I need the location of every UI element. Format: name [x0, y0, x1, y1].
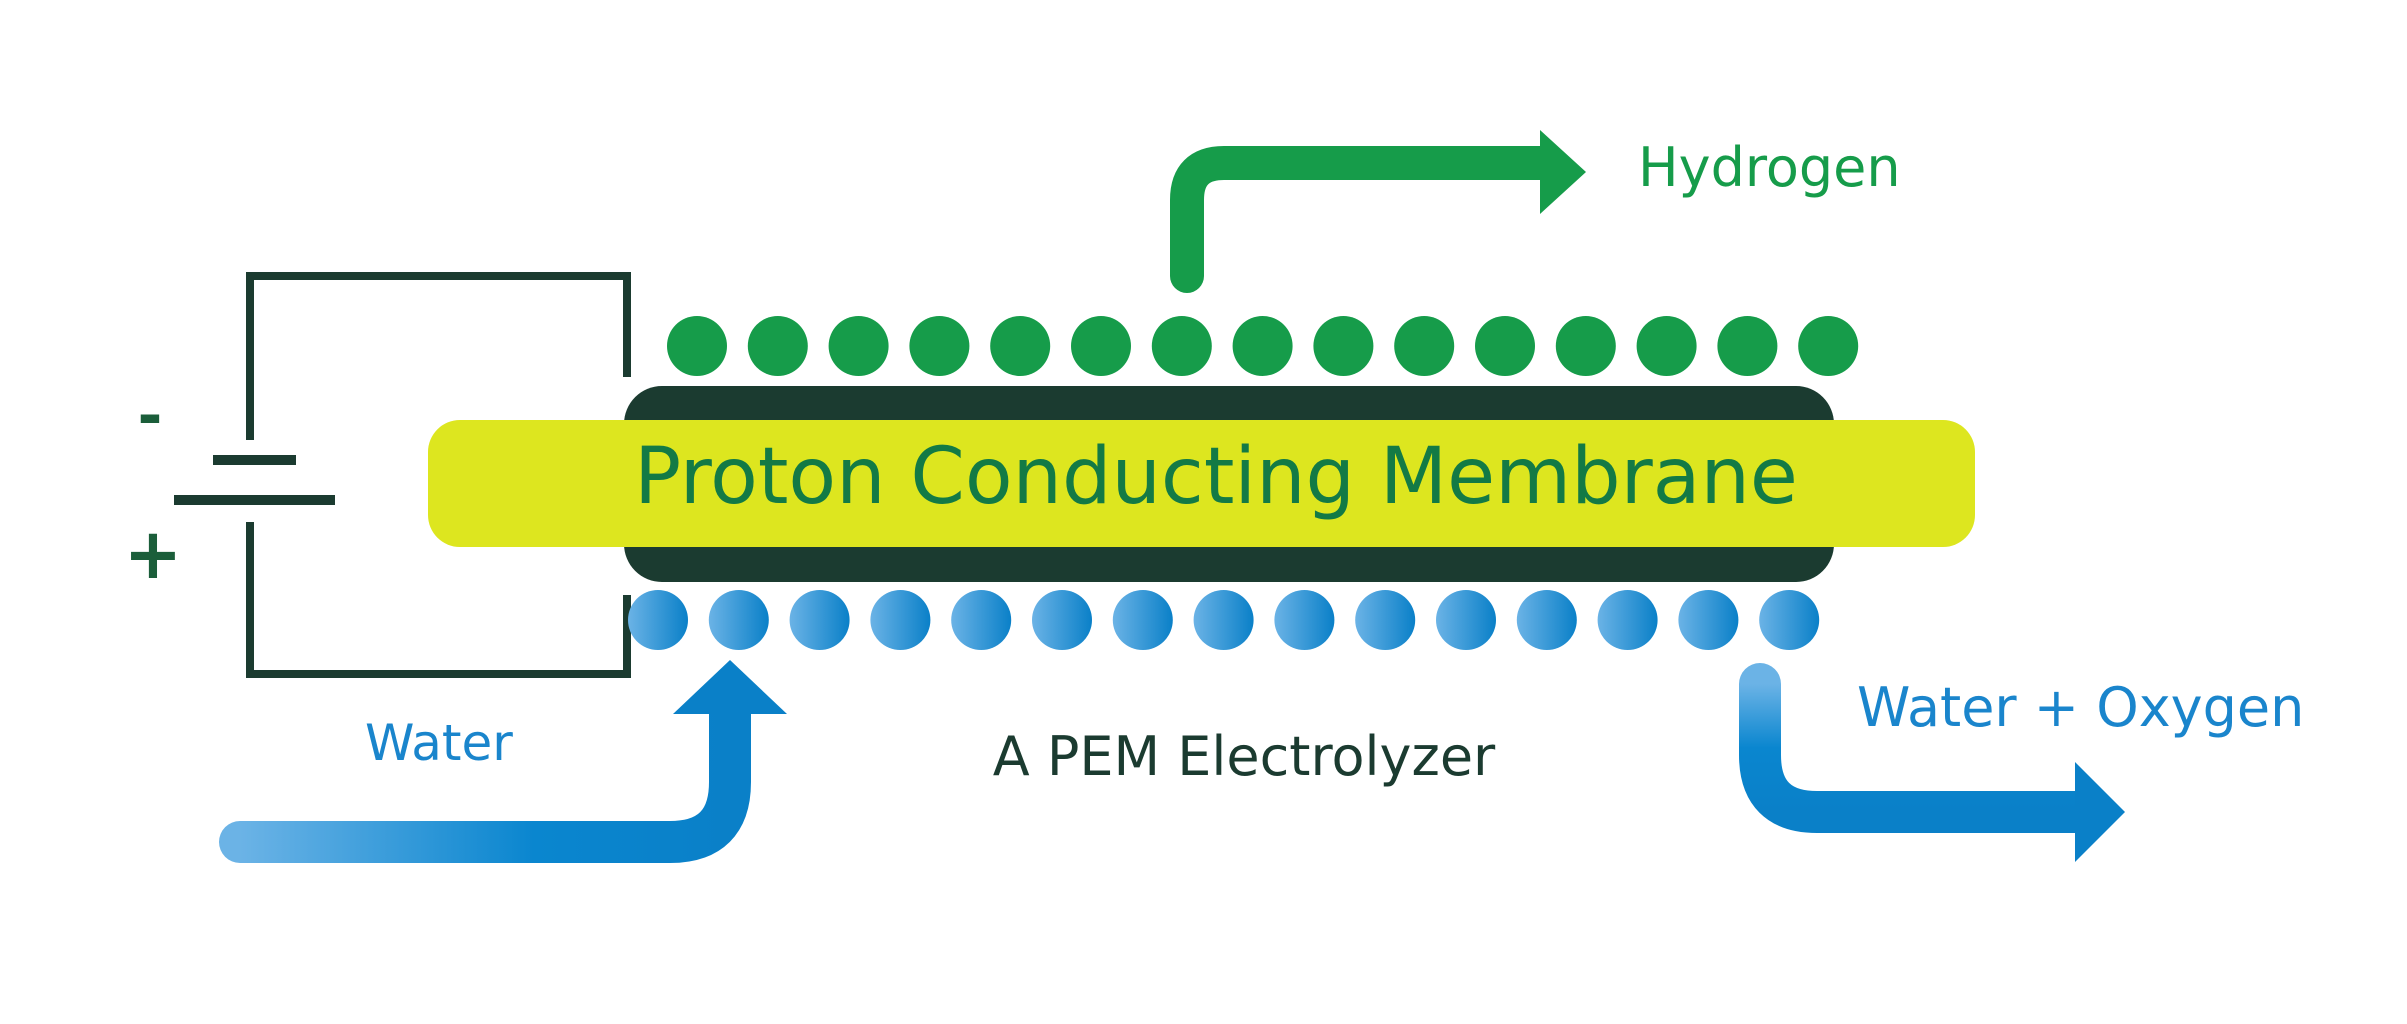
hydrogen-particle: [1232, 316, 1293, 376]
water-particle: [1112, 590, 1173, 650]
water-particle: [1274, 590, 1335, 650]
water-particle: [1193, 590, 1254, 650]
water-oxygen-outlet-arrow: [1739, 663, 2125, 862]
hydrogen-outlet-arrow: [1170, 130, 1586, 293]
hydrogen-particle: [1798, 316, 1859, 376]
water-oxygen-label: Water + Oxygen: [1857, 676, 2304, 739]
water-inlet-label: Water: [365, 714, 513, 772]
hydrogen-particle: [747, 316, 808, 376]
water-particle: [628, 590, 688, 650]
membrane-label: Proton Conducting Membrane: [634, 432, 1798, 522]
hydrogen-particle: [1151, 316, 1212, 376]
hydrogen-particles: [667, 316, 1859, 376]
hydrogen-particle: [1717, 316, 1778, 376]
water-particle: [708, 590, 769, 650]
water-particle: [1355, 590, 1416, 650]
hydrogen-particle: [909, 316, 970, 376]
water-particle: [951, 590, 1012, 650]
water-particles: [628, 590, 1820, 650]
hydrogen-particle: [990, 316, 1051, 376]
hydrogen-particle: [1313, 316, 1374, 376]
hydrogen-particle: [1636, 316, 1697, 376]
water-particle: [1436, 590, 1496, 650]
water-particle: [1678, 590, 1739, 650]
water-particle: [1597, 590, 1658, 650]
hydrogen-particle: [828, 316, 889, 376]
hydrogen-particle: [1555, 316, 1616, 376]
water-inlet-arrow: [219, 660, 787, 863]
membrane: Proton Conducting Membrane: [428, 386, 1975, 582]
battery-minus-sign: -: [138, 381, 163, 451]
diagram-caption: A PEM Electrolyzer: [993, 725, 1496, 788]
hydrogen-particle: [1394, 316, 1455, 376]
water-particle: [1759, 590, 1820, 650]
hydrogen-label: Hydrogen: [1638, 136, 1901, 199]
membrane-band: [428, 420, 1975, 547]
water-particle: [789, 590, 850, 650]
water-particle: [870, 590, 931, 650]
hydrogen-particle: [1475, 316, 1535, 376]
battery-plus-sign: +: [124, 513, 183, 595]
hydrogen-particle: [667, 316, 727, 376]
circuit-wire: [246, 272, 631, 678]
battery-symbol: [174, 455, 335, 505]
water-particle: [1032, 590, 1092, 650]
water-particle: [1516, 590, 1577, 650]
hydrogen-particle: [1071, 316, 1131, 376]
